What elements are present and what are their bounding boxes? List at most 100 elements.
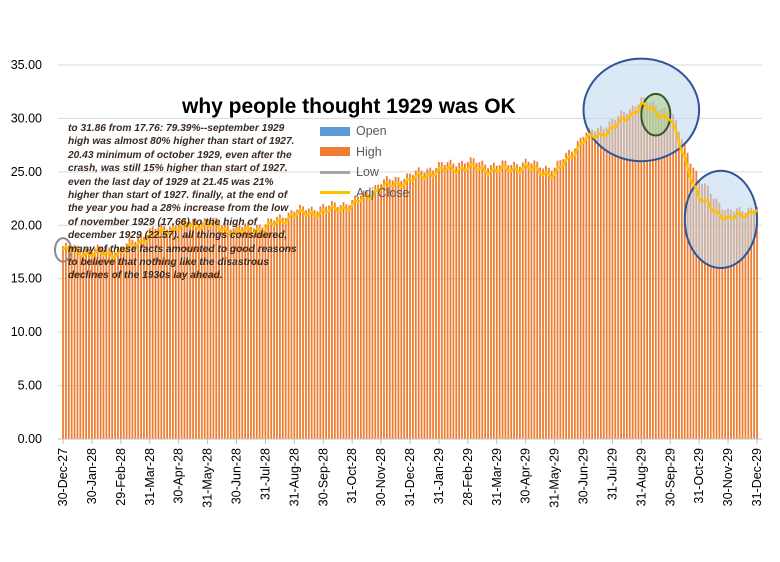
bar-high: [738, 206, 741, 439]
bar-high: [692, 167, 695, 439]
bar-high: [695, 170, 698, 439]
bar-high: [666, 110, 669, 439]
bar-high: [91, 251, 93, 439]
x-tick-label: 30-Sep-28: [316, 448, 330, 506]
bar-high: [686, 152, 689, 440]
bar-high: [680, 139, 683, 439]
bar-high: [241, 227, 244, 439]
bar-high: [461, 160, 463, 440]
bar-high: [417, 167, 420, 439]
bar-high: [403, 178, 406, 439]
x-tick-label: 31-Dec-29: [750, 448, 764, 506]
bar-high: [573, 148, 576, 439]
bar-high: [547, 167, 550, 439]
bar-high: [649, 102, 651, 439]
bar-high: [183, 218, 186, 439]
bar-high: [73, 244, 76, 439]
bar-high: [524, 158, 527, 440]
bar-high: [362, 190, 365, 439]
bar-high: [134, 241, 137, 439]
bar-high: [224, 222, 226, 439]
bar-high: [305, 210, 307, 439]
legend-item-high: High: [320, 142, 410, 163]
legend-swatch-low: [320, 170, 350, 174]
bar-high: [747, 208, 750, 439]
bar-high: [628, 109, 631, 439]
chart-title: why people thought 1929 was OK: [182, 95, 516, 118]
highlight-ellipse-september-1929-high: [640, 92, 672, 137]
bar-high: [539, 167, 542, 439]
bar-high: [426, 168, 429, 439]
bar-high: [507, 165, 510, 439]
bar-high: [99, 247, 102, 439]
bar-high: [212, 217, 215, 439]
bar-high: [65, 242, 67, 439]
x-tick-label: 31-Aug-28: [287, 448, 301, 506]
bar-high: [727, 208, 729, 439]
bar-high: [562, 159, 565, 439]
bar-high: [143, 236, 145, 439]
bar-high: [331, 200, 333, 439]
bar-high: [299, 204, 302, 439]
bar-high: [498, 165, 501, 439]
bar-high: [582, 136, 585, 439]
bar-high: [678, 131, 680, 439]
bar-high: [631, 105, 634, 439]
x-tick-label: 30-Jun-28: [230, 448, 244, 504]
bar-high: [351, 199, 354, 439]
bar-high: [640, 97, 643, 440]
bar-high: [741, 211, 744, 439]
bar-high: [432, 170, 435, 439]
bar-high: [160, 223, 163, 439]
bar-high: [148, 228, 151, 439]
bar-high: [518, 166, 521, 439]
bar-high: [611, 119, 614, 440]
bar-high: [333, 202, 336, 439]
x-tick-label: 31-Jul-29: [605, 448, 619, 500]
y-tick-label: 30.00: [11, 111, 42, 125]
bar-high: [478, 162, 481, 439]
bar-high: [660, 109, 663, 440]
bar-high: [374, 184, 377, 439]
bar-high: [550, 170, 553, 439]
bar-high: [620, 110, 622, 440]
x-tick-label: 31-Mar-28: [143, 448, 157, 506]
x-tick-label: 30-Apr-29: [519, 448, 533, 504]
bar-high: [446, 162, 449, 440]
bar-high: [617, 115, 620, 439]
bar-high: [250, 226, 252, 439]
x-tick-label: 30-Nov-29: [721, 448, 735, 506]
bar-high: [559, 160, 562, 439]
bar-high: [466, 162, 469, 439]
bar-high: [198, 224, 200, 439]
x-tick-label: 31-Aug-29: [634, 448, 648, 506]
bar-high: [200, 222, 203, 439]
bar-high: [96, 244, 99, 439]
bar-high: [530, 163, 533, 439]
legend-label-adj-close: Adj Close: [356, 185, 410, 200]
bar-high: [195, 221, 197, 439]
bar-high: [484, 164, 487, 439]
bar-high: [675, 120, 677, 439]
bar-high: [663, 107, 666, 439]
bar-high: [750, 207, 753, 439]
bar-high: [706, 185, 709, 439]
legend-item-open: Open: [320, 121, 410, 142]
bar-high: [715, 198, 718, 439]
bar-high: [345, 204, 348, 439]
bar-high: [394, 176, 397, 439]
bar-high: [571, 151, 573, 439]
bar-high: [229, 229, 232, 439]
bar-high: [238, 225, 241, 439]
bar-high: [180, 219, 183, 439]
bar-high: [556, 160, 559, 439]
bar-high: [397, 177, 400, 440]
bar-high: [336, 206, 339, 439]
bar-high: [718, 202, 721, 439]
bar-high: [169, 226, 171, 439]
bar-high: [131, 239, 134, 439]
x-tick-label: 31-Oct-28: [345, 448, 359, 504]
bar-high: [319, 206, 322, 439]
bar-high: [400, 180, 403, 439]
